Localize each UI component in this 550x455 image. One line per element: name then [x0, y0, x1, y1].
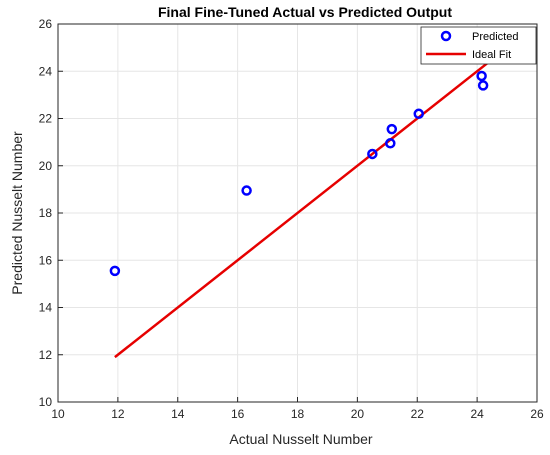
x-tick-label: 20 — [351, 407, 365, 421]
data-point — [477, 80, 489, 91]
series-layer — [109, 60, 490, 359]
y-tick-label: 22 — [39, 112, 53, 126]
x-axis-label: Actual Nusselt Number — [229, 431, 373, 447]
y-tick-label: 26 — [39, 17, 53, 31]
y-tick-label: 16 — [39, 253, 53, 267]
x-tick-label: 26 — [530, 407, 544, 421]
data-point — [476, 70, 487, 82]
legend-label-ideal-fit: Ideal Fit — [472, 49, 511, 61]
x-tick-label: 24 — [470, 407, 484, 421]
y-tick-label: 12 — [39, 348, 53, 362]
ideal-fit-line — [114, 60, 490, 359]
x-tick-label: 22 — [411, 407, 425, 421]
y-tick-label: 14 — [39, 301, 53, 315]
legend-box — [420, 26, 537, 65]
data-point — [385, 138, 396, 149]
chart-title: Final Fine-Tuned Actual vs Predicted Out… — [158, 4, 452, 20]
x-tick-label: 18 — [291, 407, 305, 421]
data-point — [386, 123, 398, 135]
y-tick-label: 24 — [39, 64, 53, 78]
data-point — [109, 265, 121, 277]
y-tick-label: 20 — [39, 159, 53, 173]
data-point — [413, 108, 424, 120]
x-tick-label: 10 — [51, 407, 65, 421]
legend-label-predicted: Predicted — [472, 31, 518, 43]
legend-marker-predicted — [440, 30, 452, 42]
y-axis-label: Predicted Nusselt Number — [9, 131, 25, 295]
x-tick-label: 12 — [111, 407, 125, 421]
data-point — [241, 185, 252, 196]
legend: Predicted Ideal Fit — [420, 26, 537, 65]
x-tick-label: 16 — [231, 407, 245, 421]
axis-ticks: 10 12 14 16 18 20 22 24 26 10 12 14 16 18 20 22 24 26 — [39, 17, 544, 421]
y-tick-label: 18 — [39, 206, 53, 220]
x-tick-label: 14 — [171, 407, 185, 421]
y-tick-label: 10 — [39, 395, 53, 409]
data-point — [367, 148, 378, 160]
